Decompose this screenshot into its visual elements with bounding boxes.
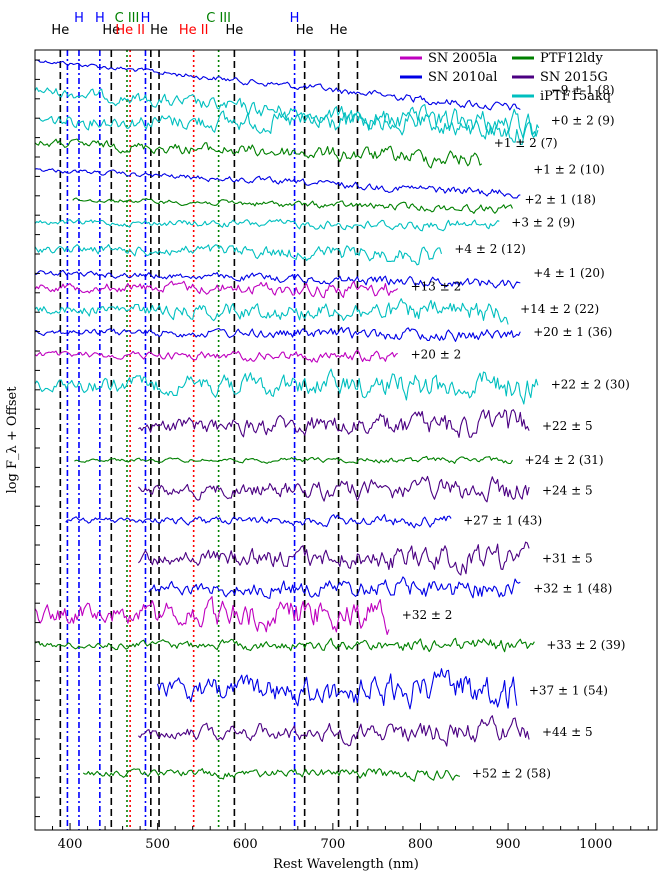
- spectrum-line: [34, 244, 443, 266]
- epoch-label: +20 ± 1 (36): [533, 325, 612, 339]
- plot-frame: [34, 49, 658, 831]
- spectrum-line: [148, 576, 521, 599]
- epoch-label-layer: −9 ± 1 (8) +0 ± 2 (9) +1 ± 2 (7) +1 ± 2 (10…: [402, 83, 630, 780]
- x-tick-label: 700: [320, 837, 345, 852]
- ion-label: C III: [206, 11, 231, 26]
- spectrum-line: [34, 326, 521, 342]
- spectrum-line: [138, 715, 530, 747]
- epoch-label: +24 ± 5: [542, 483, 593, 497]
- spectrum-line: [138, 409, 530, 438]
- epoch-label: +32 ± 2: [402, 608, 453, 622]
- epoch-label: +31 ± 5: [542, 551, 593, 565]
- epoch-label: −9 ± 1 (8): [551, 83, 615, 97]
- x-tick-label: 500: [145, 837, 170, 852]
- spectrum-line: [34, 59, 521, 111]
- spectrum-line: [34, 87, 539, 145]
- epoch-label: +4 ± 1 (20): [533, 266, 604, 280]
- spectrum-line: [65, 514, 452, 529]
- spectrum-line: [34, 269, 521, 289]
- epoch-label: +22 ± 5: [542, 419, 593, 433]
- spectrum-line: [34, 596, 390, 636]
- legend-label: SN 2005la: [428, 51, 498, 66]
- epoch-label: +0 ± 2 (9): [551, 113, 615, 127]
- ion-label: He: [102, 23, 120, 38]
- ion-label: H: [95, 11, 105, 26]
- spectrum-line: [38, 104, 540, 139]
- x-tick-label: 800: [408, 837, 433, 852]
- ion-label: He: [150, 23, 168, 38]
- epoch-label: +44 ± 5: [542, 725, 593, 739]
- spectrum-line: [82, 768, 461, 782]
- ion-label: C III: [115, 11, 140, 26]
- x-tick-label: 400: [58, 837, 83, 852]
- epoch-label: +24 ± 2 (31): [524, 453, 603, 467]
- epoch-label: +22 ± 2 (30): [551, 378, 630, 392]
- legend-label: iPTF15akq: [540, 89, 611, 104]
- ion-label: He: [51, 23, 69, 38]
- spectrum-line: [34, 368, 539, 405]
- epoch-label: +4 ± 2 (12): [454, 242, 525, 256]
- epoch-label: +32 ± 1 (48): [533, 582, 612, 596]
- epoch-label: +1 ± 2 (10): [533, 162, 604, 176]
- x-tick-label: 1000: [579, 837, 612, 852]
- spectrum-line: [34, 637, 535, 653]
- spectrum-line: [34, 218, 500, 232]
- epoch-label: +14 ± 2 (22): [520, 302, 599, 316]
- x-axis: 400 500 600 700 800 900 1000: [34, 59, 649, 852]
- spectrum-line: [34, 168, 521, 199]
- ion-label: H: [74, 11, 84, 26]
- legend-label: PTF12ldy: [540, 51, 603, 66]
- epoch-label: +20 ± 2: [411, 347, 462, 361]
- epoch-label: +3 ± 2 (9): [511, 215, 575, 229]
- x-tick-label: 900: [496, 837, 521, 852]
- spectrum-line: [34, 298, 509, 325]
- spectrum-line: [157, 668, 518, 710]
- spectrum-line: [74, 455, 513, 465]
- spectrum-line: [72, 197, 513, 214]
- ion-line-layer: [59, 50, 359, 830]
- legend-label: SN 2015G: [540, 70, 608, 85]
- epoch-label: +27 ± 1 (43): [463, 514, 542, 528]
- spectrum-line: [138, 475, 530, 503]
- spectrum-line: [34, 349, 398, 363]
- epoch-label: +2 ± 1 (18): [524, 193, 595, 207]
- ion-label: H: [290, 11, 300, 26]
- ion-label: He II: [115, 23, 145, 38]
- spectrum-line: [138, 541, 530, 576]
- legend-label: SN 2010al: [428, 70, 497, 85]
- legend: SN 2005la SN 2010al PTF12ldy SN 2015G iPTF15…: [400, 51, 611, 104]
- ion-label: He: [296, 23, 314, 38]
- ion-label: H: [141, 11, 151, 26]
- ion-label: He: [330, 23, 348, 38]
- spectra-layer: [34, 59, 540, 782]
- spectrum-line: [34, 138, 483, 169]
- ion-label: He II: [179, 23, 209, 38]
- x-tick-label: 600: [233, 837, 258, 852]
- epoch-label: +13 ± 2: [411, 280, 462, 294]
- epoch-label: +37 ± 1 (54): [529, 683, 608, 697]
- spectrum-line: [34, 280, 399, 299]
- x-axis-label: Rest Wavelength (nm): [273, 857, 419, 872]
- y-axis-label: log F_λ + Offset: [5, 386, 20, 494]
- epoch-label: +33 ± 2 (39): [546, 638, 625, 652]
- epoch-label: +52 ± 2 (58): [472, 766, 551, 780]
- epoch-label: +1 ± 2 (7): [494, 136, 558, 150]
- ion-label: He: [225, 23, 243, 38]
